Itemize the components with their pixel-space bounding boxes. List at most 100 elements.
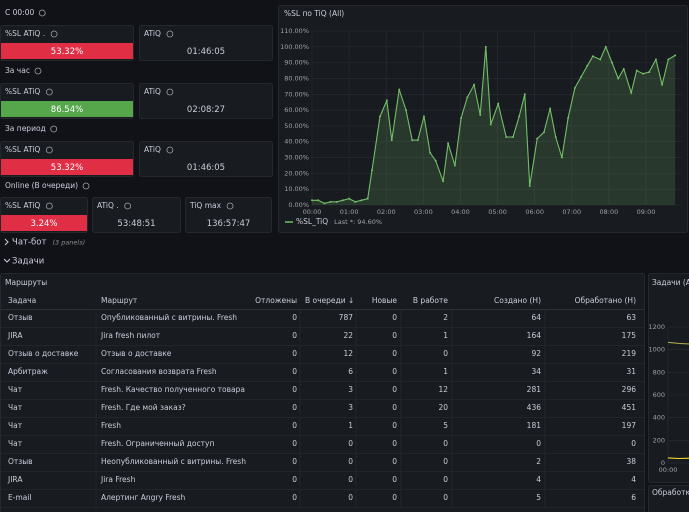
x-tick-label: 06:00 — [525, 208, 544, 216]
table-number: 20 — [438, 403, 448, 412]
info-icon[interactable] — [34, 67, 42, 75]
point — [580, 75, 583, 78]
x-tick-label: 07:00 — [562, 208, 581, 216]
point — [473, 83, 476, 86]
info-icon[interactable] — [50, 125, 58, 133]
info-icon[interactable] — [166, 30, 174, 38]
table-number: 0 — [392, 313, 397, 322]
info-icon[interactable] — [166, 88, 174, 96]
y-tick-label: 70.00% — [284, 90, 309, 98]
point — [429, 151, 432, 154]
point — [560, 156, 563, 159]
y-tick-label: 1200 — [648, 323, 665, 331]
stat-title: ATiQ — [144, 145, 161, 154]
info-icon[interactable] — [45, 202, 53, 210]
table-cell: Чат — [8, 439, 23, 448]
point — [479, 113, 482, 116]
row-title[interactable]: Чат-бот — [12, 238, 46, 248]
y-tick-label: 90.00% — [284, 59, 309, 67]
point — [371, 169, 374, 172]
column-header[interactable]: Задача — [8, 296, 36, 305]
point — [484, 45, 487, 48]
stat-value: 01:46:05 — [187, 163, 225, 173]
y-tick-label: 110.00% — [280, 27, 309, 35]
table-number: 63 — [626, 313, 636, 322]
table-number: 0 — [348, 457, 353, 466]
point — [518, 115, 521, 118]
chart-panel: Задачи (Al 0 200 400 600 800 1000 1200 00:00 — [648, 273, 689, 483]
side-panel-title: Обработка — [652, 488, 689, 497]
row-title[interactable]: Задачи — [12, 257, 44, 267]
info-icon[interactable] — [82, 182, 90, 190]
point — [366, 197, 369, 200]
point — [554, 135, 557, 138]
table-cell: Fresh — [101, 421, 121, 430]
column-header[interactable]: В очереди ↓ — [305, 296, 354, 305]
point — [667, 58, 670, 61]
info-icon[interactable] — [38, 9, 46, 17]
table-cell: Fresh. Качество полученного товара — [101, 385, 245, 394]
y-tick-label: 60.00% — [284, 106, 309, 114]
x-tick-label: 01:00 — [340, 208, 359, 216]
stat-background — [1, 43, 133, 59]
chevron-down[interactable] — [3, 258, 11, 263]
table-number: 175 — [622, 331, 637, 340]
column-header[interactable]: Маршрут — [101, 296, 138, 305]
point — [354, 200, 357, 203]
table-number: 0 — [348, 475, 353, 484]
table-number: 0 — [392, 421, 397, 430]
stat-title: ATiQ — [144, 29, 161, 38]
column-header[interactable]: Отложены — [255, 296, 297, 305]
point — [505, 135, 508, 138]
table-number: 0 — [292, 331, 297, 340]
stat-value: 86.54% — [51, 105, 83, 115]
legend-label[interactable]: %SL_TiQ — [296, 217, 328, 226]
stat-background — [1, 215, 87, 231]
info-icon[interactable] — [124, 202, 132, 210]
x-tick-label: 05:00 — [488, 208, 507, 216]
table-number: 4 — [536, 475, 541, 484]
info-icon[interactable] — [50, 30, 58, 38]
table-panel — [0, 273, 645, 512]
legend-swatch[interactable] — [285, 221, 293, 223]
table-number: 0 — [443, 439, 448, 448]
table-number: 0 — [443, 475, 448, 484]
table-cell: JIRA — [7, 331, 23, 340]
point — [379, 115, 382, 118]
point — [422, 115, 425, 118]
point — [398, 88, 401, 91]
table-number: 0 — [392, 457, 397, 466]
stat-background — [1, 101, 133, 117]
chevron-right[interactable] — [4, 238, 9, 246]
y-tick-label: 50.00% — [284, 122, 309, 130]
table-number: 0 — [443, 493, 448, 502]
stat-title: %SL ATiQ — [5, 145, 40, 154]
y-tick-label: 200 — [653, 436, 665, 444]
point — [434, 159, 437, 162]
info-icon[interactable] — [45, 88, 53, 96]
point — [611, 61, 614, 64]
y-tick-label: 20.00% — [284, 169, 309, 177]
point — [549, 107, 552, 110]
point — [661, 83, 664, 86]
point — [489, 123, 492, 126]
table-number: 12 — [438, 385, 448, 394]
info-icon[interactable] — [226, 202, 234, 210]
table-cell: Fresh. Где мой заказ? — [101, 403, 186, 412]
point — [512, 135, 515, 138]
point — [348, 197, 351, 200]
table-number: 436 — [527, 403, 542, 412]
point — [317, 199, 320, 202]
column-header[interactable]: Обработано (Н) — [575, 296, 637, 305]
table-number: 0 — [392, 493, 397, 502]
column-header[interactable]: Создано (Н) — [494, 296, 541, 305]
table-cell: Чат — [8, 385, 23, 394]
y-tick-label: 40.00% — [284, 138, 309, 146]
info-icon[interactable] — [166, 146, 174, 154]
column-header[interactable]: Новые — [372, 296, 398, 305]
point — [604, 45, 607, 48]
info-icon[interactable] — [45, 146, 53, 154]
x-tick-label: 04:00 — [451, 208, 470, 216]
column-header[interactable]: В работе — [413, 296, 448, 305]
